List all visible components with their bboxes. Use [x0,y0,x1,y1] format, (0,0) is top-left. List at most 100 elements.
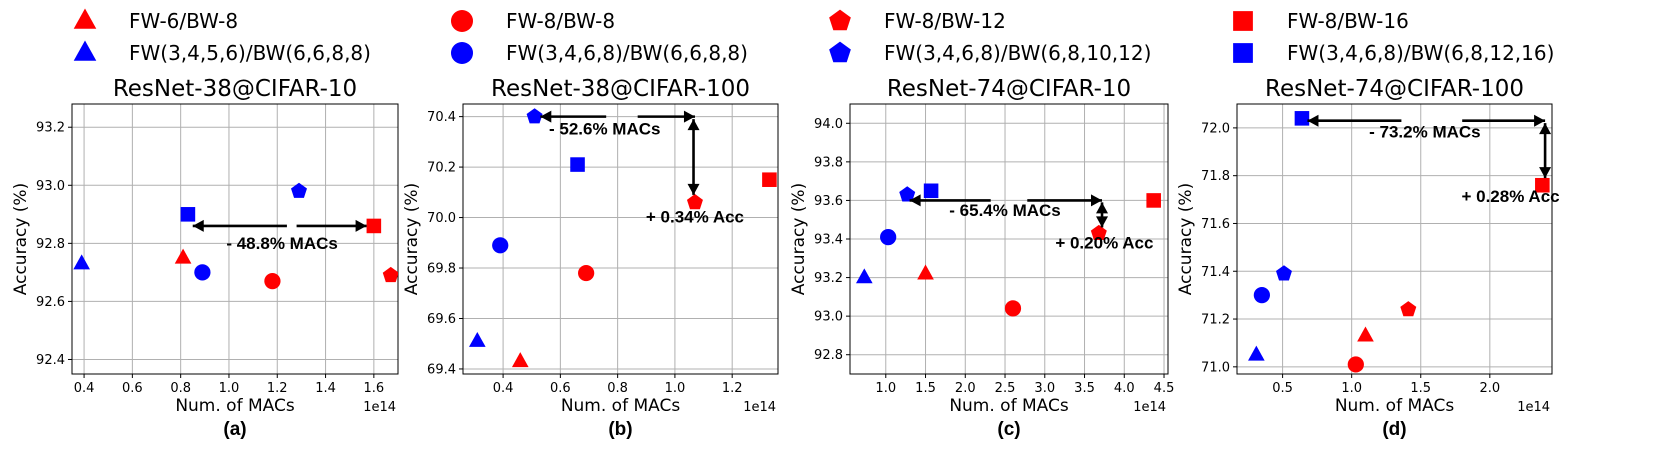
plot-frame [71,103,399,375]
y-tick-label: 70.2 [427,161,456,176]
point-blue-triangle [469,331,486,347]
legend-label: FW-8/BW-16 [1287,9,1409,33]
point-blue-square [180,207,196,222]
x-tick-label: 1.6 [364,381,385,396]
arrowhead-icon [355,219,367,232]
x-axis-label: Num. of MACs [949,396,1069,416]
point-blue-triangle [1248,345,1265,361]
annotation-text: - 73.2% MACs [1369,122,1480,141]
y-tick-label: 93.2 [814,271,843,286]
x-tick-label: 1.0 [875,381,896,396]
y-tick-label: 92.4 [36,353,65,368]
x-tick-label: 2.0 [955,381,976,396]
panel-label: (b) [608,419,632,440]
y-tick-label: 93.2 [36,121,65,136]
chart-panel: 0.4 0.6 0.8 1.0 1.2 1.4 1.6 92.4 92.6 92.8 93.0 93.… [11,76,399,440]
point-blue-triangle [855,268,873,284]
plot-frame [462,103,779,375]
x-tick-label: 0.5 [1272,381,1293,396]
y-tick-label: 93.8 [814,155,843,170]
y-tick-label: 69.8 [427,262,456,277]
arrowhead-icon [1307,114,1319,127]
point-blue-pentagon [526,108,543,124]
legend-label: FW(3,4,6,8)/BW(6,6,8,8) [506,41,748,65]
legend-label: FW-8/BW-12 [884,9,1006,33]
x-axis-multiplier: 1e14 [1517,400,1550,415]
legend-label: FW(3,4,6,8)/BW(6,8,12,16) [1287,41,1554,65]
y-tick-label: 71.6 [1201,217,1230,232]
legend-label: FW(3,4,5,6)/BW(6,6,8,8) [129,41,371,65]
arrowhead-icon [1091,194,1103,207]
annotation-text: - 52.6% MACs [549,119,660,138]
point-red-square [366,218,382,234]
x-tick-label: 1.2 [267,381,288,396]
arrowhead-icon [192,219,204,232]
arrowhead-icon [540,110,552,123]
chart-panels: 0.4 0.6 0.8 1.0 1.2 1.4 1.6 92.4 92.6 92.8 93.0 93.… [11,76,1560,440]
x-axis-multiplier: 1e14 [743,400,776,415]
y-tick-label: 69.4 [427,362,456,377]
x-tick-label: 1.0 [665,381,686,396]
x-tick-label: 1.2 [722,381,743,396]
arrowhead-icon [1096,216,1109,228]
x-tick-label: 1.5 [915,381,936,396]
x-tick-label: 0.8 [170,381,191,396]
y-tick-label: 71.4 [1201,265,1230,280]
y-tick-label: 93.0 [814,310,843,325]
x-tick-label: 1.0 [219,381,240,396]
data-points [1248,111,1550,373]
point-red-pentagon [1400,301,1417,317]
annotation-text: - 65.4% MACs [949,201,1060,220]
plot-frame [849,103,1169,375]
x-tick-label: 1.0 [1341,381,1362,396]
chart-title: ResNet-38@CIFAR-10 [113,76,357,102]
point-blue-circle [194,264,211,281]
point-red-pentagon [382,266,398,283]
legend-marker-pentagon-icon [829,9,851,31]
x-tick-label: 3.5 [1074,381,1095,396]
legend-marker-square-icon [1233,11,1253,31]
point-blue-circle [880,228,897,246]
arrowhead-icon [687,119,700,131]
panel-label: (a) [223,419,246,440]
x-tick-label: 0.8 [607,381,628,396]
arrowhead-icon [1539,123,1552,135]
chart-title: ResNet-38@CIFAR-100 [491,76,750,102]
y-tick-label: 92.6 [36,295,65,310]
y-tick-label: 71.8 [1201,169,1230,184]
chart-title: ResNet-74@CIFAR-10 [887,76,1131,102]
x-tick-label: 4.5 [1154,381,1175,396]
y-tick-label: 93.0 [36,179,65,194]
x-tick-label: 0.6 [550,381,571,396]
plot-frame [1236,103,1553,375]
x-tick-label: 0.4 [493,381,514,396]
arrowhead-icon [1096,202,1109,214]
y-axis-label: Accuracy (%) [1176,183,1196,295]
y-axis-label: Accuracy (%) [402,183,422,295]
point-blue-square [570,157,585,172]
legend-marker-square-icon [1233,43,1253,63]
y-axis-label: Accuracy (%) [11,183,31,295]
legend-marker-circle-icon [450,9,474,33]
legend-item: FW-8/BW-12 [829,9,1006,33]
legend-item: FW(3,4,5,6)/BW(6,6,8,8) [73,40,371,65]
y-tick-label: 69.6 [427,312,456,327]
x-axis-multiplier: 1e14 [1133,400,1166,415]
point-blue-square [923,183,939,199]
data-points [469,108,777,368]
legend-item: FW(3,4,6,8)/BW(6,8,10,12) [829,41,1151,65]
arrowhead-icon [687,183,700,195]
arrowhead-icon [1539,167,1552,179]
legend-marker-triangle-icon [73,40,97,61]
x-tick-label: 2.0 [1479,381,1500,396]
y-tick-label: 71.2 [1201,313,1230,328]
legend-label: FW-8/BW-8 [506,9,615,33]
point-red-triangle [917,264,934,280]
point-blue-pentagon [899,186,916,202]
data-points [73,182,398,290]
chart-panel: 1.0 1.5 2.0 2.5 3.0 3.5 4.0 4.5 92.8 93.0 93.2 93.4… [789,76,1174,440]
x-axis-label: Num. of MACs [561,396,681,416]
x-tick-label: 1.4 [315,381,336,396]
point-blue-square [1294,111,1310,126]
